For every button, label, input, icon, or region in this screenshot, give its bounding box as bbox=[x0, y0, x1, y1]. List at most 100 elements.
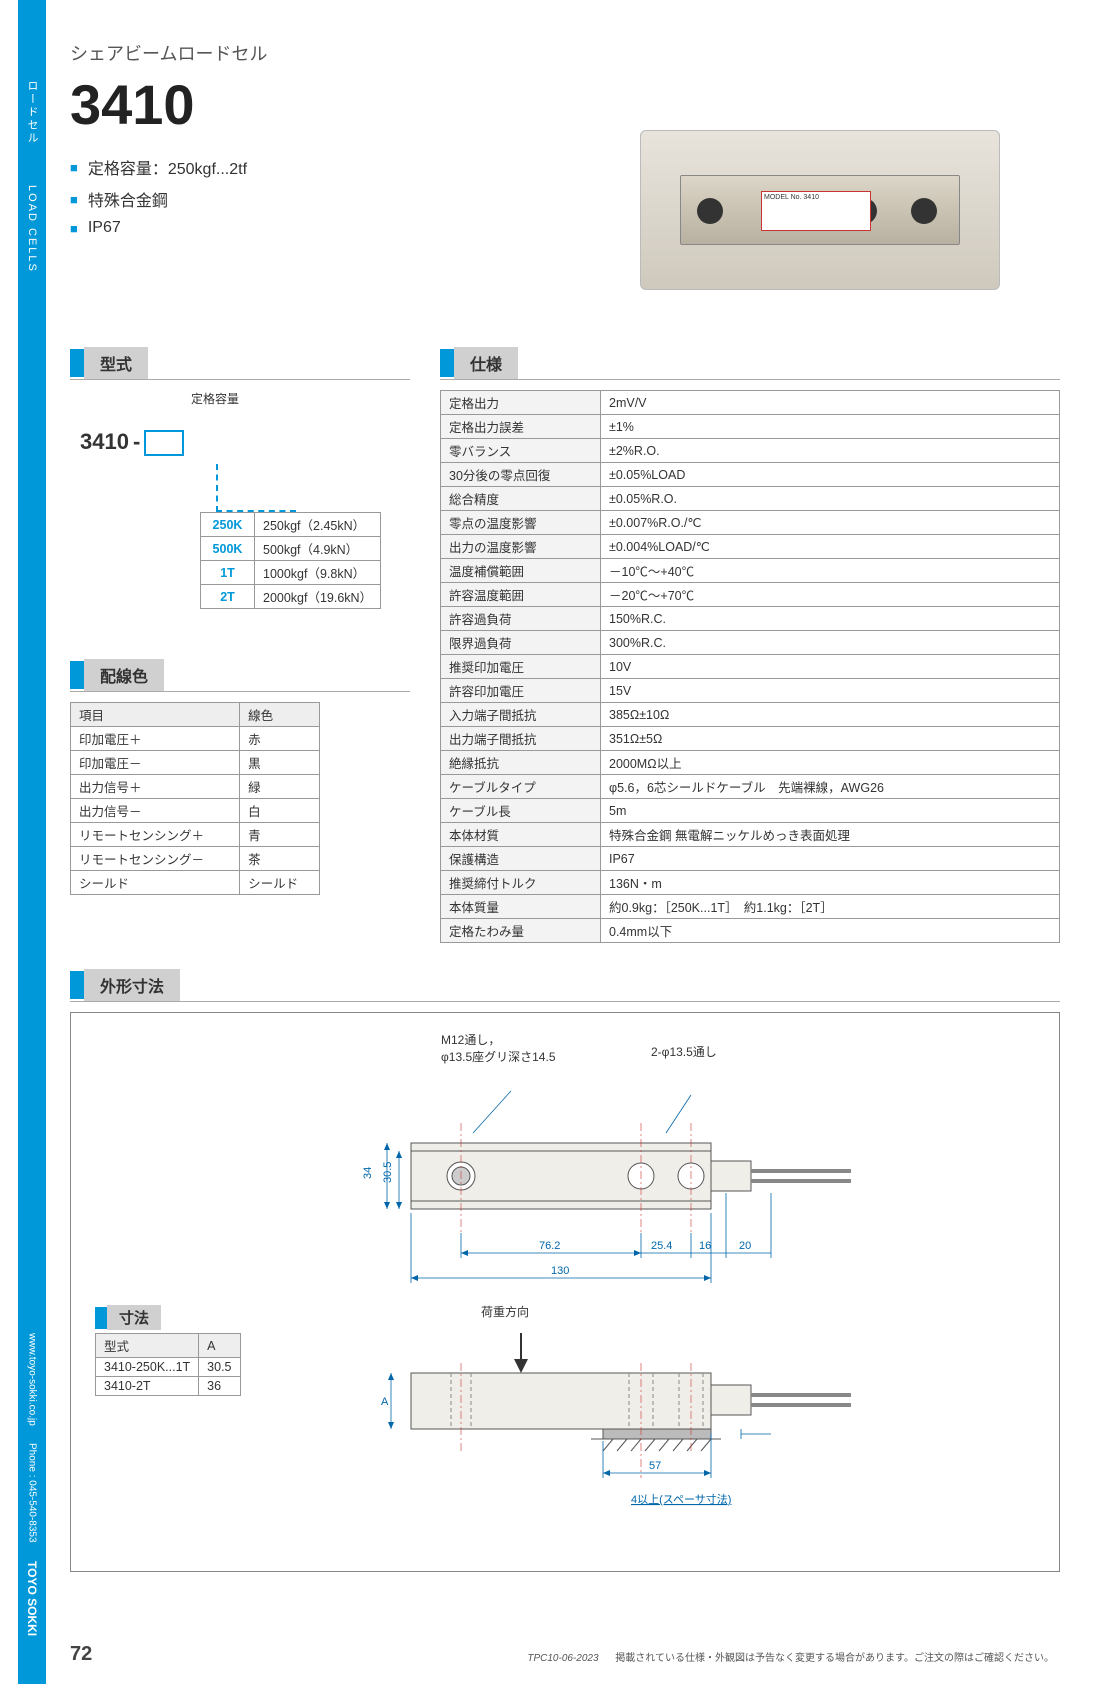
wire-item: 出力信号＋ bbox=[71, 775, 240, 799]
wire-item: リモートセンシング＋ bbox=[71, 823, 240, 847]
wire-color: 赤 bbox=[240, 727, 320, 751]
page-footer: TPC10-06-2023 掲載されている仕様・外観図は予告なく変更する場合があ… bbox=[0, 1649, 1094, 1664]
left-column: 型式 定格容量 3410- 250K250kgf（2.45kN）500K500k… bbox=[70, 347, 410, 943]
spec-key: 温度補償範囲 bbox=[441, 559, 601, 583]
section-head-model: 型式 bbox=[70, 347, 410, 380]
section-label: 外形寸法 bbox=[84, 969, 180, 1001]
wire-item: 印加電圧＋ bbox=[71, 727, 240, 751]
spec-key: ケーブルタイプ bbox=[441, 775, 601, 799]
dim-sub-label: 寸法 bbox=[107, 1305, 161, 1330]
right-column: 仕様 定格出力2mV/V定格出力誤差±1%零バランス±2%R.O.30分後の零点… bbox=[440, 347, 1060, 943]
spec-val: ±0.007%R.O./℃ bbox=[601, 511, 1060, 535]
drawing-side-view: A 57 4以上(スペーサ寸法) bbox=[351, 1333, 851, 1563]
cap-code: 500K bbox=[201, 537, 255, 561]
wire-color: 茶 bbox=[240, 847, 320, 871]
capacity-label: 定格容量 bbox=[180, 390, 250, 407]
section-head-wiring: 配線色 bbox=[70, 659, 410, 692]
drawing-note: 2-φ13.5通し bbox=[651, 1043, 717, 1060]
connector-line bbox=[216, 464, 296, 512]
spec-key: 総合精度 bbox=[441, 487, 601, 511]
footer-disclaimer: 掲載されている仕様・外観図は予告なく変更する場合があります。ご注文の際はご確認く… bbox=[615, 1653, 1054, 1664]
dim-text: 130 bbox=[551, 1265, 569, 1277]
section-label: 配線色 bbox=[84, 659, 164, 691]
spec-val: －20℃〜+70℃ bbox=[601, 583, 1060, 607]
spec-key: 入力端子間抵抗 bbox=[441, 703, 601, 727]
spec-key: 定格出力 bbox=[441, 391, 601, 415]
spec-val: 10V bbox=[601, 655, 1060, 679]
spec-key: 本体質量 bbox=[441, 895, 601, 919]
spec-val: 5m bbox=[601, 799, 1060, 823]
spec-val: ±0.05%R.O. bbox=[601, 487, 1060, 511]
wire-item: 出力信号－ bbox=[71, 799, 240, 823]
dim-head: 型式 bbox=[96, 1334, 199, 1358]
side-rail-url: www.toyo-sokki.co.jp bbox=[27, 1333, 38, 1426]
side-rail-jp: ロードセル bbox=[24, 80, 40, 145]
dim-text: 20 bbox=[739, 1240, 751, 1252]
spec-val: 2mV/V bbox=[601, 391, 1060, 415]
dimensions-section: 外形寸法 M12通し， φ13.5座グリ深さ14.5 2-φ13.5通し bbox=[70, 969, 1060, 1572]
spec-key: 絶縁抵抗 bbox=[441, 751, 601, 775]
spec-key: 定格出力誤差 bbox=[441, 415, 601, 439]
dim-text: 25.4 bbox=[651, 1240, 672, 1252]
cap-desc: 250kgf（2.45kN） bbox=[255, 513, 381, 537]
spec-val: 2000MΩ以上 bbox=[601, 751, 1060, 775]
product-photo-label: MODEL No. 3410 bbox=[761, 191, 871, 231]
spec-val: φ5.6，6芯シールドケーブル 先端裸線，AWG26 bbox=[601, 775, 1060, 799]
spec-val: －10℃〜+40℃ bbox=[601, 559, 1060, 583]
wiring-head: 線色 bbox=[240, 703, 320, 727]
dim-head: A bbox=[199, 1334, 240, 1358]
spec-key: 出力端子間抵抗 bbox=[441, 727, 601, 751]
spec-val: 0.4mm以下 bbox=[601, 919, 1060, 943]
section-label: 型式 bbox=[84, 347, 148, 379]
spec-key: 許容印加電圧 bbox=[441, 679, 601, 703]
wire-item: シールド bbox=[71, 871, 240, 895]
model-dash: - bbox=[133, 429, 140, 454]
spec-key: 許容温度範囲 bbox=[441, 583, 601, 607]
side-rail-brand: TOYO SOKKI bbox=[25, 1561, 39, 1636]
wire-color: シールド bbox=[240, 871, 320, 895]
model-prefix: 3410 bbox=[80, 429, 129, 454]
dim-text: 16 bbox=[699, 1240, 711, 1252]
dim-text: 34 bbox=[362, 1167, 374, 1179]
spec-key: 保護構造 bbox=[441, 847, 601, 871]
spec-val: ±0.004%LOAD/℃ bbox=[601, 535, 1060, 559]
dim-text: A bbox=[381, 1396, 389, 1408]
capacity-table: 250K250kgf（2.45kN）500K500kgf（4.9kN）1T100… bbox=[200, 512, 381, 609]
spec-val: 351Ω±5Ω bbox=[601, 727, 1060, 751]
cap-desc: 500kgf（4.9kN） bbox=[255, 537, 381, 561]
wire-color: 緑 bbox=[240, 775, 320, 799]
footer-code: TPC10-06-2023 bbox=[527, 1653, 598, 1664]
cap-desc: 2000kgf（19.6kN） bbox=[255, 585, 381, 609]
spec-val: 約0.9kg：［250K...1T］ 約1.1kg：［2T］ bbox=[601, 895, 1060, 919]
dim-model: 3410-250K...1T bbox=[96, 1358, 199, 1377]
spec-key: 定格たわみ量 bbox=[441, 919, 601, 943]
wiring-head: 項目 bbox=[71, 703, 240, 727]
page-content: シェアビームロードセル 3410 定格容量：250kgf...2tf 特殊合金鋼… bbox=[70, 40, 1060, 1572]
cap-desc: 1000kgf（9.8kN） bbox=[255, 561, 381, 585]
wire-item: 印加電圧－ bbox=[71, 751, 240, 775]
drawing-top-view: 34 30.5 76.2 25.4 16 20 130 bbox=[351, 1083, 851, 1303]
wire-color: 青 bbox=[240, 823, 320, 847]
spec-table: 定格出力2mV/V定格出力誤差±1%零バランス±2%R.O.30分後の零点回復±… bbox=[440, 390, 1060, 943]
section-head-dims: 外形寸法 bbox=[70, 969, 1060, 1002]
section-head-spec: 仕様 bbox=[440, 347, 1060, 380]
drawing-frame: M12通し， φ13.5座グリ深さ14.5 2-φ13.5通し bbox=[70, 1012, 1060, 1572]
side-rail-en: LOAD CELLS bbox=[26, 185, 38, 273]
cap-code: 250K bbox=[201, 513, 255, 537]
dim-model: 3410-2T bbox=[96, 1377, 199, 1396]
model-designation: 3410- bbox=[80, 429, 410, 456]
spec-key: 零点の温度影響 bbox=[441, 511, 601, 535]
product-title: 3410 bbox=[70, 72, 1060, 137]
spec-val: 特殊合金鋼 無電解ニッケルめっき表面処理 bbox=[601, 823, 1060, 847]
drawing-note: φ13.5座グリ深さ14.5 bbox=[441, 1050, 556, 1064]
wire-item: リモートセンシング－ bbox=[71, 847, 240, 871]
spec-val: 15V bbox=[601, 679, 1060, 703]
dim-text: 76.2 bbox=[539, 1240, 560, 1252]
spec-key: 出力の温度影響 bbox=[441, 535, 601, 559]
spec-key: ケーブル長 bbox=[441, 799, 601, 823]
dim-A: 36 bbox=[199, 1377, 240, 1396]
spec-val: ±0.05%LOAD bbox=[601, 463, 1060, 487]
wiring-table: 項目 線色 印加電圧＋赤印加電圧－黒出力信号＋緑出力信号－白リモートセンシング＋… bbox=[70, 702, 320, 895]
spec-key: 推奨締付トルク bbox=[441, 871, 601, 895]
spec-val: 150%R.C. bbox=[601, 607, 1060, 631]
